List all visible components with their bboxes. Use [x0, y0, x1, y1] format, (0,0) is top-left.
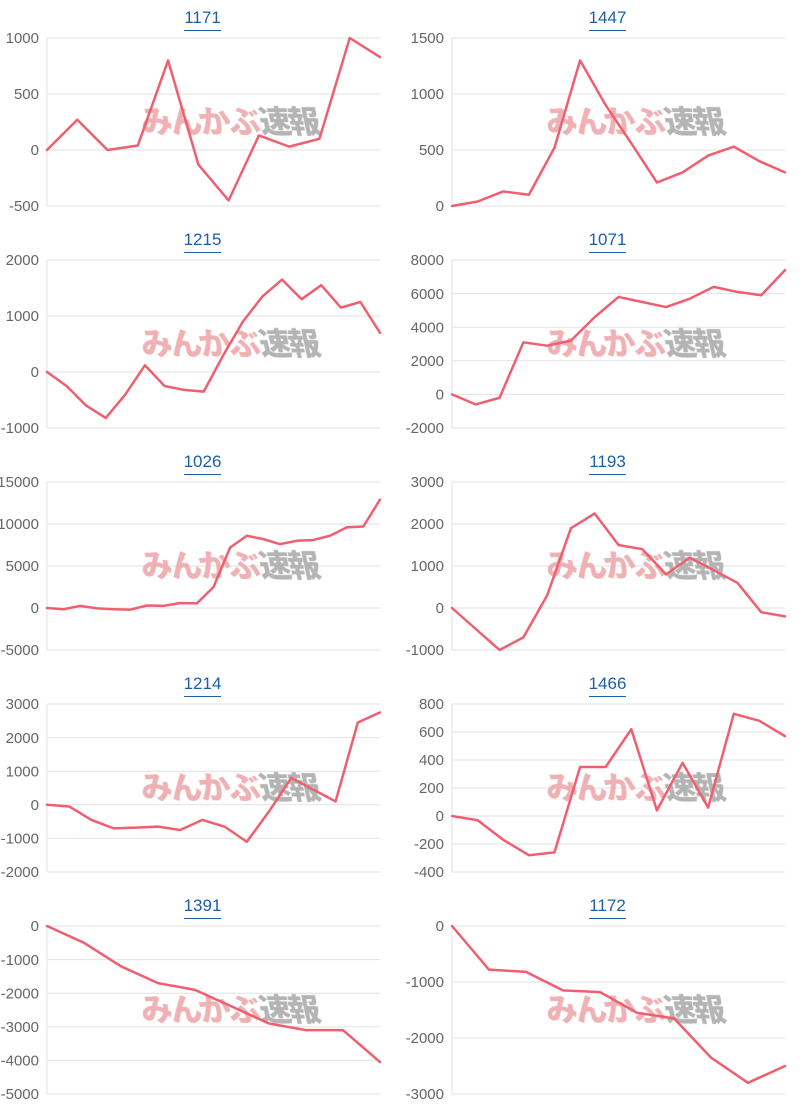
svg-text:1000: 1000 [411, 86, 444, 103]
svg-text:500: 500 [14, 86, 39, 103]
svg-text:0: 0 [436, 387, 444, 404]
svg-text:0: 0 [31, 918, 39, 935]
svg-text:-4000: -4000 [1, 1053, 39, 1070]
svg-text:0: 0 [31, 600, 39, 617]
svg-text:0: 0 [436, 198, 444, 215]
svg-text:0: 0 [436, 808, 444, 825]
svg-text:1000: 1000 [6, 308, 39, 325]
svg-text:600: 600 [419, 724, 444, 741]
svg-text:6000: 6000 [411, 286, 444, 303]
svg-text:-500: -500 [9, 198, 39, 215]
svg-text:1000: 1000 [411, 558, 444, 575]
svg-text:-1000: -1000 [406, 974, 444, 991]
svg-text:500: 500 [419, 142, 444, 159]
svg-text:10000: 10000 [0, 516, 39, 533]
svg-text:2000: 2000 [6, 730, 39, 747]
svg-text:1500: 1500 [411, 30, 444, 47]
svg-text:2000: 2000 [6, 252, 39, 269]
svg-text:-1000: -1000 [1, 420, 39, 437]
svg-text:2000: 2000 [411, 353, 444, 370]
svg-text:400: 400 [419, 752, 444, 769]
svg-text:-2000: -2000 [406, 420, 444, 437]
svg-text:0: 0 [436, 600, 444, 617]
svg-text:3000: 3000 [411, 474, 444, 491]
svg-text:-3000: -3000 [1, 1019, 39, 1036]
svg-text:1000: 1000 [6, 763, 39, 780]
svg-text:3000: 3000 [6, 696, 39, 713]
svg-text:-400: -400 [414, 864, 444, 881]
svg-text:-3000: -3000 [406, 1086, 444, 1103]
svg-text:800: 800 [419, 696, 444, 713]
svg-text:5000: 5000 [6, 558, 39, 575]
svg-text:-200: -200 [414, 836, 444, 853]
svg-text:-1000: -1000 [406, 642, 444, 659]
svg-text:-2000: -2000 [406, 1030, 444, 1047]
svg-text:15000: 15000 [0, 474, 39, 491]
svg-text:0: 0 [31, 364, 39, 381]
svg-text:0: 0 [31, 142, 39, 159]
svg-text:-5000: -5000 [1, 642, 39, 659]
svg-text:4000: 4000 [411, 319, 444, 336]
svg-text:0: 0 [31, 797, 39, 814]
svg-text:-2000: -2000 [1, 864, 39, 881]
svg-text:-5000: -5000 [1, 1086, 39, 1103]
svg-text:200: 200 [419, 780, 444, 797]
svg-text:-1000: -1000 [1, 831, 39, 848]
svg-text:2000: 2000 [411, 516, 444, 533]
svg-text:1000: 1000 [6, 30, 39, 47]
svg-text:-2000: -2000 [1, 985, 39, 1002]
svg-text:0: 0 [436, 918, 444, 935]
svg-text:8000: 8000 [411, 252, 444, 269]
svg-text:-1000: -1000 [1, 952, 39, 969]
